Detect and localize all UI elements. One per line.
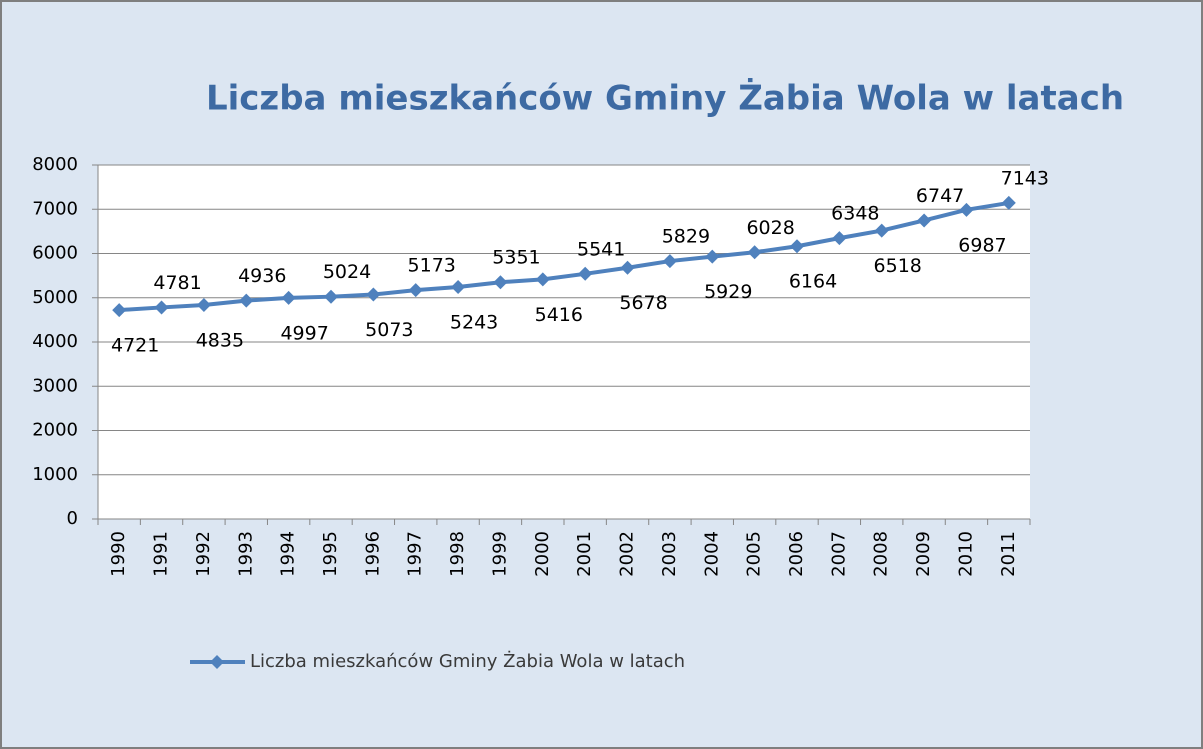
data-label: 5351	[492, 247, 540, 269]
marker	[705, 249, 720, 264]
x-tick-label: 2002	[617, 531, 638, 577]
marker	[451, 279, 466, 294]
y-tick-label: 6000	[32, 243, 78, 264]
data-label: 5173	[408, 255, 456, 277]
y-tick-label: 1000	[32, 464, 78, 485]
data-label: 5829	[662, 226, 710, 248]
data-label: 4835	[196, 330, 244, 352]
marker	[324, 289, 338, 304]
marker	[408, 283, 423, 298]
x-tick-label: 2010	[955, 531, 976, 577]
y-tick-label: 3000	[32, 375, 78, 396]
marker	[578, 266, 593, 281]
data-label: 4721	[111, 335, 159, 357]
data-label: 5073	[365, 319, 413, 341]
x-tick-label: 2009	[913, 531, 934, 577]
marker	[493, 275, 508, 290]
marker	[112, 303, 127, 318]
marker	[535, 272, 550, 287]
marker	[281, 290, 296, 305]
marker	[832, 231, 847, 246]
marker	[620, 260, 635, 275]
y-tick-label: 5000	[32, 287, 78, 308]
x-tick-label: 1998	[447, 531, 468, 577]
data-label: 5929	[704, 281, 752, 303]
x-tick-label: 2000	[532, 531, 553, 577]
line	[119, 200, 1010, 313]
x-tick-label: 1990	[108, 531, 129, 577]
x-tick-label: 2011	[998, 531, 1019, 577]
x-tick-label: 2001	[574, 531, 595, 577]
marker	[239, 293, 254, 308]
x-tick-label: 1992	[193, 531, 214, 577]
data-label: 5678	[619, 292, 667, 314]
marker	[154, 300, 169, 315]
x-tick-label: 2007	[828, 531, 849, 577]
marker	[662, 254, 677, 269]
data-label: 4936	[238, 265, 286, 287]
x-tick-label: 2004	[701, 531, 722, 577]
x-tick-label: 2003	[659, 531, 680, 577]
data-label: 4781	[153, 272, 201, 294]
marker	[1001, 195, 1016, 210]
data-label: 4997	[280, 322, 328, 344]
data-label: 6747	[916, 185, 964, 207]
marker	[874, 223, 889, 238]
data-label: 5243	[450, 311, 498, 333]
data-label: 5541	[577, 238, 625, 260]
x-tick-label: 1997	[405, 531, 426, 577]
data-label: 5024	[323, 261, 371, 283]
data-label: 6348	[831, 203, 879, 225]
y-tick-label: 4000	[32, 331, 78, 352]
data-label: 6518	[874, 255, 922, 277]
data-label: 5416	[535, 304, 583, 326]
data-label: 6028	[746, 217, 794, 239]
y-tick-label: 8000	[32, 154, 78, 175]
legend-marker	[210, 655, 224, 669]
x-tick-label: 1996	[362, 531, 383, 577]
y-tick-label: 0	[67, 508, 78, 529]
data-label: 7143	[1001, 167, 1049, 189]
y-tick-label: 2000	[32, 420, 78, 441]
x-tick-label: 1994	[278, 531, 299, 577]
chart-title: Liczba mieszkańców Gminy Żabia Wola w la…	[206, 78, 1124, 119]
x-tick-label: 1995	[320, 531, 341, 577]
marker	[790, 239, 804, 254]
marker	[917, 213, 932, 228]
y-tick-label: 7000	[32, 198, 78, 219]
x-tick-label: 2005	[744, 531, 765, 577]
x-tick-label: 2006	[786, 531, 807, 577]
legend-label: Liczba mieszkańców Gminy Żabia Wola w la…	[250, 651, 685, 672]
x-tick-label: 1999	[489, 531, 510, 577]
marker	[196, 298, 211, 313]
x-tick-label: 1993	[235, 531, 256, 577]
data-label: 6987	[958, 234, 1006, 256]
x-tick-label: 1991	[151, 531, 172, 577]
marker	[959, 202, 974, 217]
x-tick-label: 2008	[871, 531, 892, 577]
marker	[747, 245, 762, 260]
data-label: 6164	[789, 271, 837, 293]
marker	[366, 287, 381, 302]
